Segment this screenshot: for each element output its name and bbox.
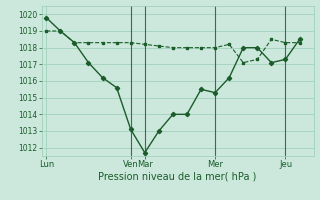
X-axis label: Pression niveau de la mer( hPa ): Pression niveau de la mer( hPa ) xyxy=(99,172,257,182)
